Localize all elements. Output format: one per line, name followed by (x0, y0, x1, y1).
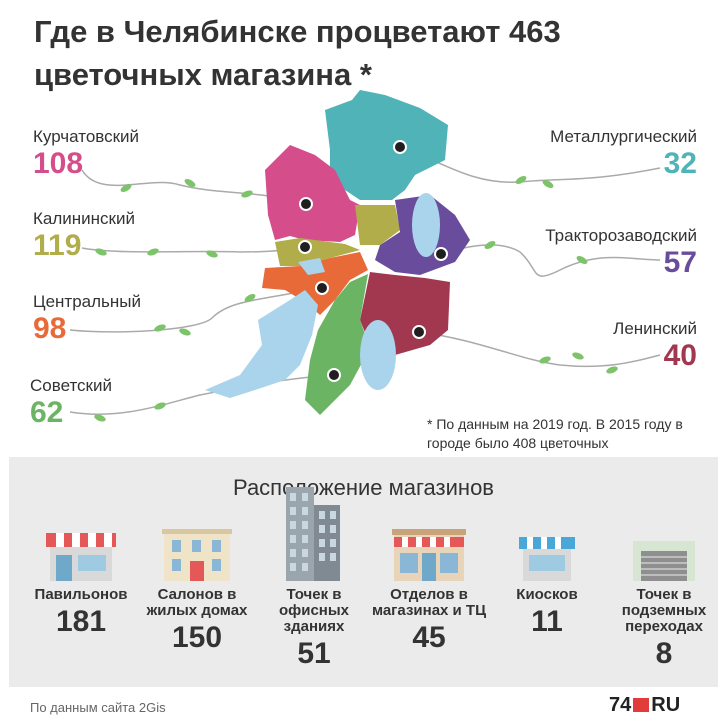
region-metallurgichesky (325, 90, 448, 200)
mall-icon (369, 517, 489, 581)
connector-sovetsky (69, 374, 335, 415)
location-underpass: Точек в подземных переходах 8 (604, 517, 724, 671)
lake-smolino (360, 320, 396, 390)
region-kurchatovsky (265, 145, 360, 242)
district-traktorozavodsky: Тракторозаводский 57 (545, 226, 697, 280)
region-sovetsky (305, 274, 370, 415)
marker-tsentralny (315, 281, 329, 295)
marker-leninsky (412, 325, 426, 339)
leaf-decorations (94, 176, 618, 422)
district-name: Ленинский (613, 319, 697, 338)
location-mall: Отделов в магазинах и ТЦ 45 (369, 517, 489, 655)
connector-tsentralny (69, 287, 323, 333)
office-building-icon (254, 487, 374, 581)
location-count: 45 (412, 621, 446, 654)
district-name: Калининский (33, 209, 135, 228)
location-pavilions: Павильонов 181 (21, 517, 141, 639)
district-leninsky: Ленинский 40 (613, 319, 697, 373)
page-title: Где в Челябинске процветают 463 цветочны… (34, 14, 561, 92)
location-count: 51 (297, 637, 331, 670)
marker-metallurgichesky (393, 140, 407, 154)
location-residential: Салонов в жилых домах 150 (137, 517, 257, 655)
source-note: По данным сайта 2Gis (30, 700, 166, 715)
district-name: Тракторозаводский (545, 226, 697, 245)
kiosk-icon (487, 517, 607, 581)
74ru-logo[interactable]: 74 RU (609, 692, 680, 718)
location-label: Отделов в магазинах и ТЦ (371, 586, 487, 619)
footnote: * По данным на 2019 год. В 2015 году в г… (427, 416, 683, 451)
district-count: 98 (33, 312, 67, 345)
logo-number: 74 (609, 693, 632, 716)
district-name: Металлургический (550, 127, 697, 146)
connector-leninsky (418, 331, 661, 368)
logo-suffix: RU (651, 693, 681, 716)
district-count: 62 (30, 396, 64, 429)
location-label: Киосков (516, 586, 578, 603)
location-office: Точек в офисных зданиях 51 (254, 487, 374, 671)
lake-shershni (205, 290, 318, 398)
region-kalininsky-center (355, 205, 400, 245)
district-count: 40 (663, 339, 697, 372)
location-label: Салонов в жилых домах (146, 586, 248, 619)
location-count: 150 (171, 621, 223, 654)
district-name: Курчатовский (33, 127, 140, 146)
location-kiosks: Киосков 11 (487, 517, 607, 639)
connector-kurchatovsky (81, 169, 307, 205)
marker-sovetsky (327, 368, 341, 382)
district-name: Советский (30, 376, 112, 395)
underpass-icon (604, 517, 724, 581)
location-count: 8 (655, 637, 673, 670)
location-label: Точек в офисных зданиях (278, 586, 350, 635)
district-markers (298, 140, 448, 382)
residential-building-icon (137, 517, 257, 581)
location-label: Точек в подземных переходах (621, 586, 707, 635)
logo-mark-icon (633, 698, 650, 712)
location-label: Павильонов (34, 586, 128, 603)
district-metallurgichesky: Металлургический 32 (550, 127, 697, 181)
district-name: Центральный (33, 292, 141, 311)
store-locations-panel: Расположение магазинов Павильонов 181 (9, 457, 718, 687)
location-count: 181 (55, 605, 107, 638)
connector-traktorozavodsky (440, 244, 661, 277)
region-kalininsky (275, 238, 360, 266)
district-kurchatovsky: Курчатовский 108 (33, 127, 139, 181)
lake-pervoe (412, 193, 440, 257)
marker-kurchatovsky (299, 197, 313, 211)
location-count: 11 (531, 605, 563, 638)
marker-traktorozavodsky (434, 247, 448, 261)
district-count: 32 (663, 147, 697, 180)
district-sovetsky: Советский 62 (30, 376, 112, 430)
pavilion-icon (21, 517, 141, 581)
district-count: 119 (33, 229, 82, 262)
marker-kalininsky (298, 240, 312, 254)
district-count: 57 (663, 246, 697, 279)
district-count: 108 (33, 147, 84, 180)
lake-small (298, 258, 325, 275)
section-title: Расположение магазинов (233, 475, 494, 500)
district-kalininsky: Калининский 119 (33, 209, 135, 263)
region-tsentralny (262, 252, 368, 315)
city-map (69, 90, 661, 422)
district-tsentralny: Центральный 98 (33, 292, 141, 346)
